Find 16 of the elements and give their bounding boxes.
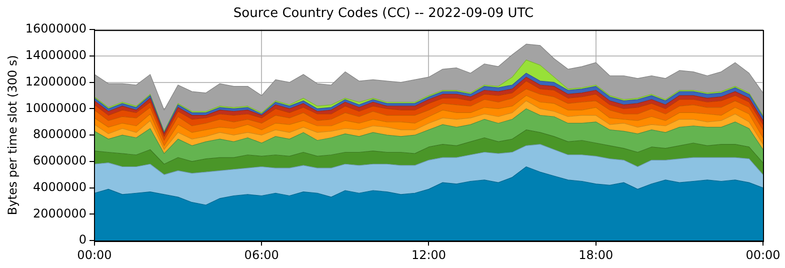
chart-title: Source Country Codes (CC) -- 2022-09-09 UTC (233, 6, 534, 22)
y-tick-label: 12000000 (25, 74, 86, 88)
x-tick-label: 12:00 (411, 248, 446, 262)
y-tick-label: 6000000 (33, 154, 86, 168)
y-tick-label: 16000000 (25, 22, 86, 36)
x-tick-label: 06:00 (244, 248, 279, 262)
y-tick-label: 10000000 (25, 100, 86, 115)
y-tick-label: 2000000 (33, 206, 86, 220)
x-tick-label: 00:00 (77, 248, 112, 262)
y-tick-label: 0 (78, 232, 86, 247)
x-tick-label: 18:00 (578, 248, 614, 262)
y-tick-label: 8000000 (33, 127, 86, 142)
y-axis-title: Bytes per time slot (300 s) (5, 55, 20, 216)
y-tick-label: 4000000 (33, 180, 86, 194)
y-tick-label: 14000000 (25, 48, 86, 62)
x-tick-label: 00:00 (746, 248, 780, 262)
